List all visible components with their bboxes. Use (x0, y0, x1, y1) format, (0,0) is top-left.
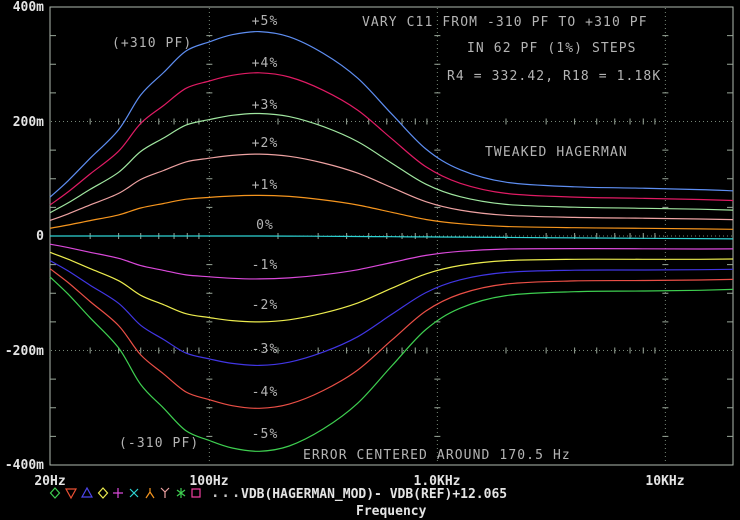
legend-symbol-lambda-icon[interactable] (145, 488, 155, 499)
trace-minus5pct[interactable] (49, 276, 734, 452)
curve-label-minus1pct: -1% (251, 258, 279, 273)
trace-plus4pct[interactable] (49, 72, 734, 206)
x-tick-1.0KHz: 1.0KHz (413, 474, 461, 489)
x-tick-10KHz: 10KHz (645, 474, 685, 489)
curve-label-minus5pct: -5% (251, 427, 279, 442)
y-tick--200m: -200m (4, 344, 44, 359)
curve-label-plus1pct: +1% (251, 178, 279, 193)
legend-symbol-diamond-icon[interactable] (49, 487, 61, 499)
legend-symbol-plus-icon[interactable] (113, 488, 123, 498)
legend-symbol-wye-icon[interactable] (160, 487, 170, 498)
trace-minus4pct[interactable] (49, 268, 734, 409)
x-axis-title: Frequency (356, 504, 427, 519)
y-tick-200m: 200m (12, 115, 44, 130)
legend-symbol-triangle-up-icon[interactable] (80, 486, 94, 498)
annotation-vary-line2: IN 62 PF (1%) STEPS (467, 41, 637, 56)
legend-symbol-square-icon[interactable] (191, 488, 201, 498)
y-tick-400m: 400m (12, 0, 44, 15)
x-tick-20Hz: 20Hz (34, 474, 66, 489)
curve-label-plus4pct: +4% (251, 56, 279, 71)
minor-ticks (50, 35, 733, 437)
legend-symbol-diamond-icon[interactable] (97, 487, 109, 499)
legend-symbols (49, 486, 201, 500)
annotation-tweaked-hagerman: TWEAKED HAGERMAN (485, 145, 628, 160)
curve-label-plus3pct: +3% (251, 98, 279, 113)
curve-label-minus3pct: -3% (251, 342, 279, 357)
annotation-cap-minus-310pf: (-310 PF) (119, 436, 200, 451)
x-tick-100Hz: 100Hz (189, 474, 229, 489)
trace-plus1pct[interactable] (49, 194, 734, 230)
trace-minus3pct[interactable] (49, 260, 734, 367)
trace-0pct[interactable] (50, 235, 734, 240)
curve-label-minus4pct: -4% (251, 385, 279, 400)
trace-plus2pct[interactable] (49, 153, 734, 221)
curve-label-0pct: 0% (256, 218, 274, 233)
trace-minus1pct[interactable] (49, 243, 734, 280)
legend-symbol-asterisk-icon[interactable] (176, 488, 186, 498)
legend-symbol-x-icon[interactable] (129, 488, 139, 498)
annotation-vary-line1: VARY C11 FROM -310 PF TO +310 PF (362, 15, 648, 30)
legend-symbol-triangle-down-icon[interactable] (64, 488, 78, 500)
curve-label-plus2pct: +2% (251, 136, 279, 151)
traces (49, 30, 734, 452)
curve-label-plus5pct: +5% (251, 14, 279, 29)
curve-label-minus2pct: -2% (251, 298, 279, 313)
y-tick-0: 0 (36, 229, 44, 244)
annotation-cap-plus-310pf: (+310 PF) (112, 36, 193, 51)
trace-minus2pct[interactable] (49, 251, 734, 323)
annotation-resistor-values: R4 = 332.42, R18 = 1.18K (447, 69, 662, 84)
legend-more-indicator: ... (211, 485, 243, 501)
trace-plus3pct[interactable] (49, 112, 734, 214)
annotation-error-centered: ERROR CENTERED AROUND 170.5 Hz (303, 448, 571, 463)
y-tick--400m: -400m (4, 458, 44, 473)
trace-plus5pct[interactable] (49, 30, 734, 198)
legend-trace-label[interactable]: VDB(HAGERMAN_MOD)- VDB(REF)+12.065 (241, 487, 508, 502)
